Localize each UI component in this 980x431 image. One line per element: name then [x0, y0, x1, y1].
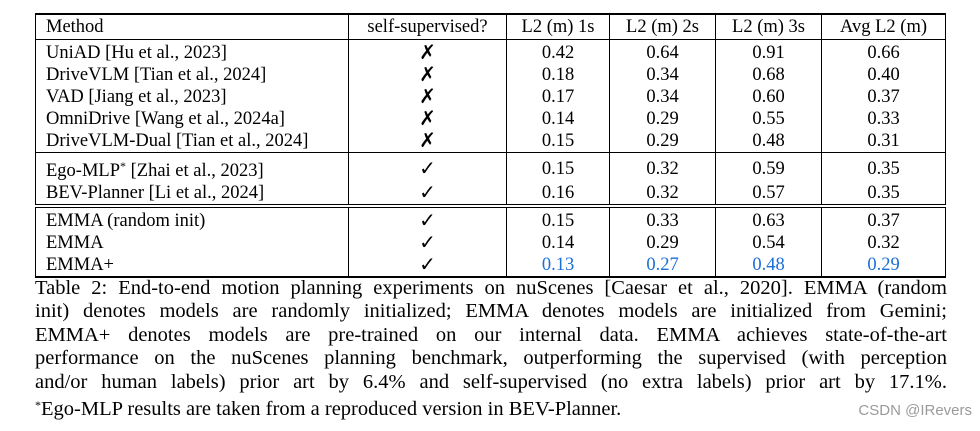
- results-table-wrapper: Method self-supervised? L2 (m) 1s L2 (m)…: [35, 13, 946, 278]
- table-row: DriveVLM-Dual [Tian et al., 2024] ✗ 0.15…: [35, 130, 946, 153]
- table-caption: Table 2: End-to-end motion planning expe…: [35, 277, 947, 421]
- header-l2-3s: L2 (m) 3s: [715, 13, 822, 40]
- check-mark-icon: ✓: [348, 204, 507, 232]
- l2-3s-value: 0.54: [715, 232, 822, 254]
- method-name: OmniDrive [Wang et al., 2024a]: [35, 108, 349, 130]
- l2-3s-value: 0.91: [715, 39, 822, 64]
- check-mark-icon: ✓: [348, 152, 507, 182]
- header-avg-l2: Avg L2 (m): [821, 13, 946, 40]
- l2-3s-value: 0.48: [715, 130, 822, 153]
- table-row: VAD [Jiang et al., 2023] ✗ 0.17 0.34 0.6…: [35, 86, 946, 108]
- l2-1s-value: 0.15: [506, 204, 610, 232]
- footnote-marker: *: [120, 159, 126, 173]
- avg-l2-value: 0.32: [821, 232, 946, 254]
- method-citation: [Zhai et al., 2023]: [126, 161, 264, 181]
- l2-3s-value: 0.59: [715, 152, 822, 182]
- avg-l2-value: 0.37: [821, 204, 946, 232]
- l2-1s-value: 0.15: [506, 130, 610, 153]
- table-row: DriveVLM [Tian et al., 2024] ✗ 0.18 0.34…: [35, 64, 946, 86]
- cross-mark-icon: ✗: [348, 86, 507, 108]
- caption-line: Table 2: End-to-end motion planning expe…: [35, 277, 947, 299]
- l2-2s-value: 0.34: [609, 64, 716, 86]
- header-l2-2s: L2 (m) 2s: [609, 13, 716, 40]
- l2-3s-value: 0.68: [715, 64, 822, 86]
- l2-2s-value: 0.34: [609, 86, 716, 108]
- l2-2s-value: 0.29: [609, 232, 716, 254]
- method-name: DriveVLM-Dual [Tian et al., 2024]: [35, 130, 349, 153]
- l2-1s-best-value: 0.13: [506, 254, 610, 278]
- caption-footnote: *Ego-MLP results are taken from a reprod…: [35, 394, 947, 421]
- table-row: Ego-MLP* [Zhai et al., 2023] ✓ 0.15 0.32…: [35, 152, 946, 182]
- l2-3s-value: 0.57: [715, 182, 822, 206]
- table-row: UniAD [Hu et al., 2023] ✗ 0.42 0.64 0.91…: [35, 39, 946, 64]
- footnote-marker: *: [35, 398, 41, 413]
- table-row: BEV-Planner [Li et al., 2024] ✓ 0.16 0.3…: [35, 182, 946, 206]
- l2-2s-value: 0.32: [609, 182, 716, 206]
- table-row: OmniDrive [Wang et al., 2024a] ✗ 0.14 0.…: [35, 108, 946, 130]
- footnote-text: Ego-MLP results are taken from a reprodu…: [41, 398, 622, 421]
- l2-2s-value: 0.32: [609, 152, 716, 182]
- check-mark-icon: ✓: [348, 232, 507, 254]
- avg-l2-value: 0.33: [821, 108, 946, 130]
- method-name: UniAD [Hu et al., 2023]: [35, 39, 349, 64]
- caption-line: performance on the nuScenes planning ben…: [35, 347, 947, 370]
- l2-1s-value: 0.16: [506, 182, 610, 206]
- avg-l2-best-value: 0.29: [821, 254, 946, 278]
- header-l2-1s: L2 (m) 1s: [506, 13, 610, 40]
- header-self-supervised: self-supervised?: [348, 13, 507, 40]
- l2-1s-value: 0.17: [506, 86, 610, 108]
- avg-l2-value: 0.66: [821, 39, 946, 64]
- l2-3s-best-value: 0.48: [715, 254, 822, 278]
- l2-2s-value: 0.29: [609, 130, 716, 153]
- avg-l2-value: 0.31: [821, 130, 946, 153]
- l2-1s-value: 0.14: [506, 232, 610, 254]
- l2-3s-value: 0.55: [715, 108, 822, 130]
- l2-2s-value: 0.29: [609, 108, 716, 130]
- check-mark-icon: ✓: [348, 254, 507, 278]
- table-header-row: Method self-supervised? L2 (m) 1s L2 (m)…: [35, 13, 946, 40]
- avg-l2-value: 0.37: [821, 86, 946, 108]
- cross-mark-icon: ✗: [348, 108, 507, 130]
- table-row: EMMA+ ✓ 0.13 0.27 0.48 0.29: [35, 254, 946, 278]
- l2-2s-best-value: 0.27: [609, 254, 716, 278]
- method-name: EMMA: [35, 232, 349, 254]
- l2-2s-value: 0.64: [609, 39, 716, 64]
- caption-line: EMMA+ denotes models are pre-trained on …: [35, 323, 947, 346]
- l2-1s-value: 0.18: [506, 64, 610, 86]
- l2-3s-value: 0.60: [715, 86, 822, 108]
- l2-1s-value: 0.14: [506, 108, 610, 130]
- avg-l2-value: 0.35: [821, 182, 946, 206]
- check-mark-icon: ✓: [348, 182, 507, 206]
- caption-line: and/or human labels) prior art by 6.4% a…: [35, 370, 947, 393]
- results-table: Method self-supervised? L2 (m) 1s L2 (m)…: [35, 13, 946, 278]
- method-name: EMMA (random init): [35, 204, 349, 232]
- l2-1s-value: 0.42: [506, 39, 610, 64]
- l2-2s-value: 0.33: [609, 204, 716, 232]
- l2-3s-value: 0.63: [715, 204, 822, 232]
- method-name-base: Ego-MLP: [46, 161, 120, 181]
- avg-l2-value: 0.35: [821, 152, 946, 182]
- caption-line: init) denotes models are randomly initia…: [35, 300, 947, 323]
- method-name: BEV-Planner [Li et al., 2024]: [35, 182, 349, 206]
- cross-mark-icon: ✗: [348, 39, 507, 64]
- method-name: Ego-MLP* [Zhai et al., 2023]: [35, 152, 349, 182]
- method-name: EMMA+: [35, 254, 349, 278]
- method-name: VAD [Jiang et al., 2023]: [35, 86, 349, 108]
- cross-mark-icon: ✗: [348, 130, 507, 153]
- l2-1s-value: 0.15: [506, 152, 610, 182]
- table-row: EMMA (random init) ✓ 0.15 0.33 0.63 0.37: [35, 204, 946, 232]
- cross-mark-icon: ✗: [348, 64, 507, 86]
- table-row: EMMA ✓ 0.14 0.29 0.54 0.32: [35, 232, 946, 254]
- header-method: Method: [35, 13, 349, 40]
- watermark: CSDN @IRevers: [858, 402, 972, 419]
- avg-l2-value: 0.40: [821, 64, 946, 86]
- method-name: DriveVLM [Tian et al., 2024]: [35, 64, 349, 86]
